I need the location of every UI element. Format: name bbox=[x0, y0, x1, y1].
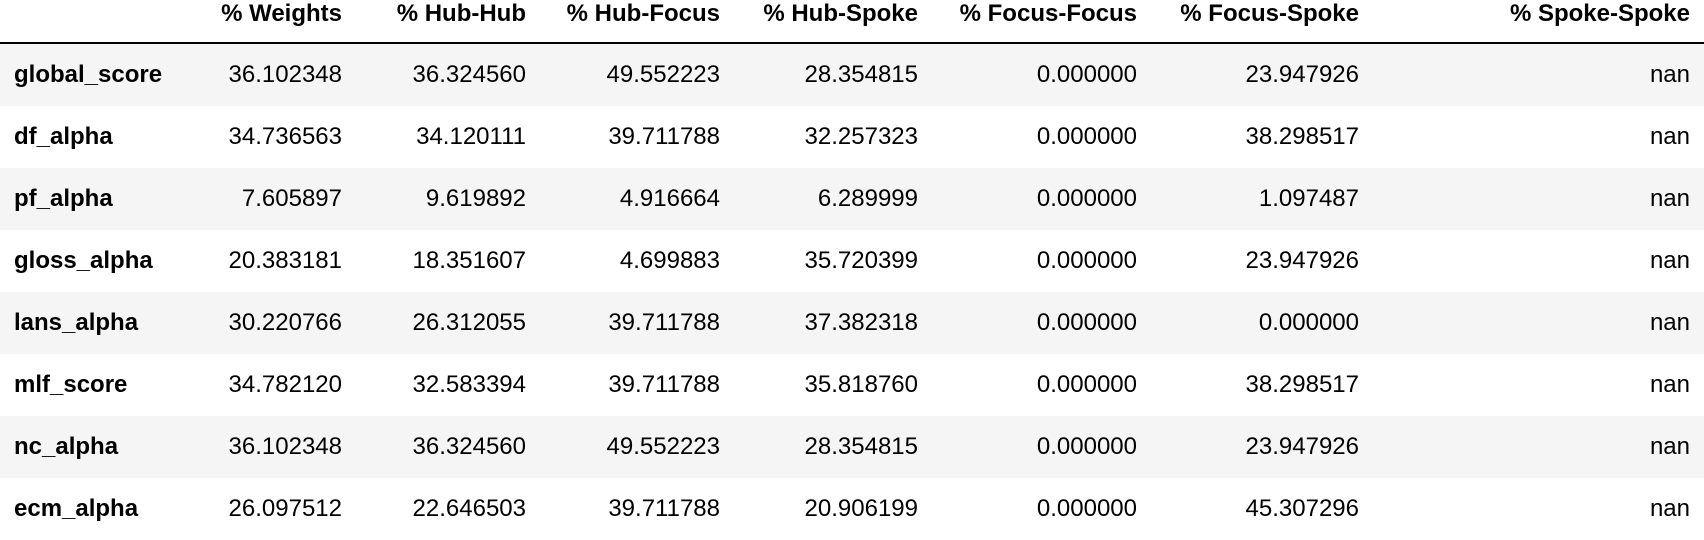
table-cell: nan bbox=[1649, 495, 1690, 522]
table-cell: 36.324560 bbox=[412, 61, 526, 88]
row-index: global_score bbox=[14, 61, 163, 88]
column-header-spoke-spoke: % Spoke-Spoke bbox=[1373, 0, 1704, 44]
row-index: df_alpha bbox=[14, 123, 113, 150]
table-cell: 49.552223 bbox=[606, 433, 720, 460]
table-cell: 23.947926 bbox=[1245, 61, 1359, 88]
column-header-focus-spoke: % Focus-Spoke bbox=[1151, 0, 1373, 44]
table-cell: 4.916664 bbox=[619, 185, 720, 212]
table-cell: 26.097512 bbox=[228, 495, 342, 522]
table-cell: 23.947926 bbox=[1245, 247, 1359, 274]
table-cell: 36.324560 bbox=[412, 433, 526, 460]
table-cell: 49.552223 bbox=[606, 61, 720, 88]
table-cell: nan bbox=[1649, 185, 1690, 212]
table-cell: 1.097487 bbox=[1258, 185, 1359, 212]
table-cell: 39.711788 bbox=[608, 309, 720, 336]
table-row: nc_alpha 36.102348 36.324560 49.552223 2… bbox=[0, 416, 1704, 478]
table-cell: 0.000000 bbox=[1036, 371, 1137, 398]
table-cell: 35.720399 bbox=[804, 247, 918, 274]
table-cell: 28.354815 bbox=[804, 433, 918, 460]
table-cell: 6.289999 bbox=[817, 185, 918, 212]
table-row: gloss_alpha 20.383181 18.351607 4.699883… bbox=[0, 230, 1704, 292]
column-header-hub-focus: % Hub-Focus bbox=[540, 0, 734, 44]
table-cell: 26.312055 bbox=[412, 309, 526, 336]
row-index: nc_alpha bbox=[14, 433, 119, 460]
table-cell: nan bbox=[1649, 61, 1690, 88]
table-cell: 7.605897 bbox=[241, 185, 342, 212]
table-cell: 34.120111 bbox=[416, 123, 526, 150]
table-cell: 38.298517 bbox=[1245, 371, 1359, 398]
table-cell: 20.383181 bbox=[228, 247, 342, 274]
index-header bbox=[0, 0, 186, 44]
table-header: % Weights % Hub-Hub % Hub-Focus % Hub-Sp… bbox=[0, 0, 1704, 44]
header-row: % Weights % Hub-Hub % Hub-Focus % Hub-Sp… bbox=[0, 0, 1704, 44]
table-cell: 28.354815 bbox=[804, 61, 918, 88]
table-cell: 36.102348 bbox=[228, 61, 342, 88]
table-cell: 4.699883 bbox=[619, 247, 720, 274]
table-cell: 37.382318 bbox=[804, 309, 918, 336]
table-cell: 9.619892 bbox=[425, 185, 526, 212]
table-cell: 0.000000 bbox=[1036, 247, 1137, 274]
table-cell: 34.782120 bbox=[228, 371, 342, 398]
table-cell: nan bbox=[1649, 309, 1690, 336]
row-index: lans_alpha bbox=[14, 309, 139, 336]
table-cell: 34.736563 bbox=[228, 123, 342, 150]
table-cell: 39.711788 bbox=[608, 371, 720, 398]
table-row: global_score 36.102348 36.324560 49.5522… bbox=[0, 43, 1704, 106]
table-cell: 32.257323 bbox=[804, 123, 918, 150]
row-index: ecm_alpha bbox=[14, 495, 139, 522]
table-row: ecm_alpha 26.097512 22.646503 39.711788 … bbox=[0, 478, 1704, 540]
table-cell: 30.220766 bbox=[228, 309, 342, 336]
table-cell: 0.000000 bbox=[1036, 309, 1137, 336]
table-cell: 0.000000 bbox=[1258, 309, 1359, 336]
table-body: global_score 36.102348 36.324560 49.5522… bbox=[0, 43, 1704, 540]
table-cell: 45.307296 bbox=[1245, 495, 1359, 522]
column-header-focus-focus: % Focus-Focus bbox=[932, 0, 1151, 44]
table-cell: nan bbox=[1649, 433, 1690, 460]
row-index: pf_alpha bbox=[14, 185, 113, 212]
column-header-weights: % Weights bbox=[186, 0, 356, 44]
table-cell: 0.000000 bbox=[1036, 123, 1137, 150]
table-cell: 39.711788 bbox=[608, 495, 720, 522]
row-index: mlf_score bbox=[14, 371, 128, 398]
table-cell: 0.000000 bbox=[1036, 185, 1137, 212]
row-index: gloss_alpha bbox=[14, 247, 153, 274]
table-cell: nan bbox=[1649, 123, 1690, 150]
table-row: lans_alpha 30.220766 26.312055 39.711788… bbox=[0, 292, 1704, 354]
table-cell: 0.000000 bbox=[1036, 495, 1137, 522]
table-cell: 18.351607 bbox=[412, 247, 526, 274]
table-cell: 32.583394 bbox=[412, 371, 526, 398]
table-cell: nan bbox=[1649, 247, 1690, 274]
table-row: pf_alpha 7.605897 9.619892 4.916664 6.28… bbox=[0, 168, 1704, 230]
table-cell: 0.000000 bbox=[1036, 433, 1137, 460]
table-cell: 23.947926 bbox=[1245, 433, 1359, 460]
table-cell: 22.646503 bbox=[412, 495, 526, 522]
table-cell: 20.906199 bbox=[804, 495, 918, 522]
column-header-hub-hub: % Hub-Hub bbox=[356, 0, 540, 44]
table-cell: 38.298517 bbox=[1245, 123, 1359, 150]
table-cell: 36.102348 bbox=[228, 433, 342, 460]
table-cell: 39.711788 bbox=[608, 123, 720, 150]
table-row: df_alpha 34.736563 34.120111 39.711788 3… bbox=[0, 106, 1704, 168]
table-cell: 0.000000 bbox=[1036, 61, 1137, 88]
table-cell: 35.818760 bbox=[804, 371, 918, 398]
table-cell: nan bbox=[1649, 371, 1690, 398]
column-header-hub-spoke: % Hub-Spoke bbox=[734, 0, 932, 44]
table-row: mlf_score 34.782120 32.583394 39.711788 … bbox=[0, 354, 1704, 416]
